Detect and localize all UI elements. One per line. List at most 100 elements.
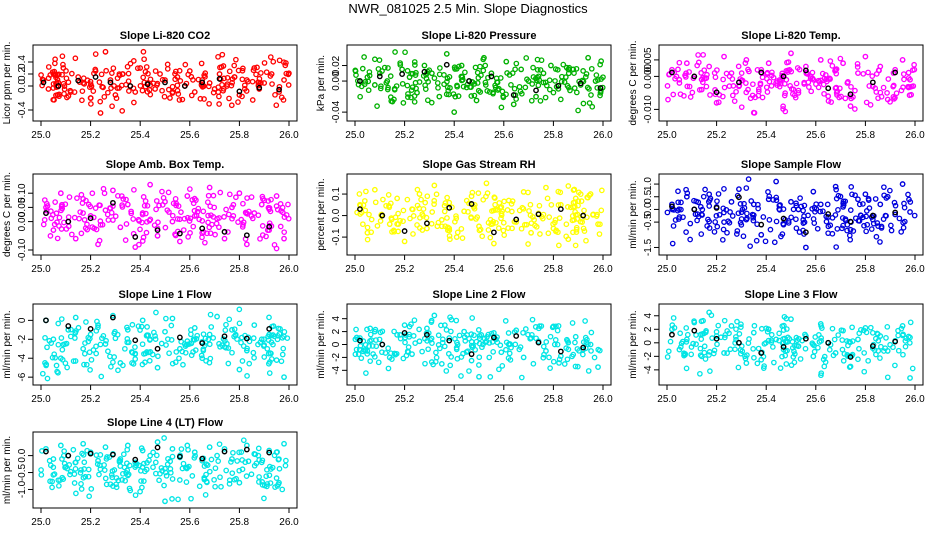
data-point [406,323,413,330]
data-point [884,348,891,354]
data-point [57,355,64,362]
data-point [438,216,445,223]
data-point [453,215,460,222]
data-point [51,471,58,477]
data-point [431,197,438,204]
data-point [39,370,46,377]
data-point [458,62,465,69]
data-point [780,106,786,112]
data-point [132,344,138,350]
data-point [441,202,448,209]
data-point [564,356,571,363]
data-point [471,205,478,212]
data-point [476,223,482,230]
data-point [753,237,760,244]
data-point [258,459,265,466]
data-point [480,67,487,74]
data-point [735,364,742,371]
data-point [867,324,874,331]
data-point [135,216,142,223]
data-point [431,182,438,189]
data-point [405,91,411,97]
data-point [188,495,194,502]
plot-frame [32,303,298,386]
data-point [362,341,369,348]
data-point [447,314,453,321]
data-point [750,214,757,221]
data-point [711,70,718,76]
data-point [43,207,50,214]
highlight-point [132,337,139,344]
data-point [676,76,683,83]
data-point [867,101,874,108]
data-point [476,354,483,361]
data-point [117,456,124,462]
data-point [276,83,283,90]
data-point [443,368,450,374]
data-point [787,82,793,89]
data-point [97,110,104,116]
highlight-point [176,334,183,341]
data-point [139,317,146,324]
data-point [109,474,116,481]
data-point [169,453,176,460]
data-point [484,88,491,94]
data-point [860,70,867,77]
data-point [80,210,86,216]
data-point [424,225,430,232]
data-point [483,338,490,345]
data-point [571,217,577,223]
data-point [573,65,580,72]
highlight-point [513,216,520,223]
x-tick-label: 25.0 [31,130,51,141]
data-point [743,216,750,223]
data-point [408,94,414,101]
data-point [87,331,94,338]
data-point [461,328,468,335]
data-point [801,81,808,87]
data-point [130,58,137,64]
data-point [410,213,417,219]
data-point [832,212,839,218]
x-tick-label: 25.0 [345,264,365,275]
data-point [97,222,104,228]
data-point [444,78,450,85]
data-point [236,320,243,327]
data-point [55,477,62,484]
data-point [352,67,359,74]
data-point [132,459,139,466]
data-point [371,82,378,88]
data-point [410,333,417,339]
data-point [365,87,372,94]
data-point [273,193,280,199]
data-point [276,89,282,95]
data-point [236,449,242,456]
data-point [78,230,85,237]
data-point [508,82,514,88]
data-point [598,76,604,82]
panel-title: Slope Line 2 Flow [433,289,526,301]
data-point [793,334,800,341]
data-point [557,353,564,360]
data-point [785,59,792,65]
data-point [414,186,421,193]
highlight-point [55,83,62,89]
data-point [419,348,425,355]
highlight-point [597,85,604,91]
data-point [378,83,384,90]
data-point [531,217,537,223]
data-point [99,221,106,228]
data-point [225,360,232,367]
data-point [446,91,452,98]
data-point [681,350,687,357]
data-point [212,465,219,472]
data-point [168,337,175,343]
data-point [899,332,906,339]
data-point [743,360,750,366]
data-point [363,188,369,195]
data-point [505,225,512,231]
highlight-point [736,79,742,86]
highlight-point [110,451,116,458]
data-point [202,239,208,246]
